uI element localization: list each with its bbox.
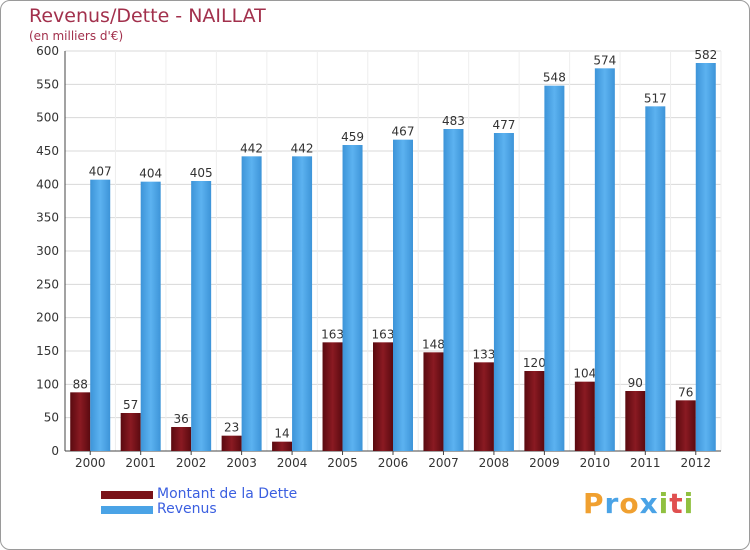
- logo-letter: r: [604, 487, 620, 520]
- data-label-dette: 76: [678, 385, 693, 399]
- data-label-dette: 120: [523, 356, 546, 370]
- bar-revenus: [342, 145, 363, 451]
- logo-letter: o: [619, 487, 640, 520]
- data-label-dette: 104: [573, 367, 596, 381]
- x-tick-label: 2000: [75, 456, 106, 470]
- legend-label-revenus: Revenus: [157, 501, 217, 517]
- bar-revenus: [191, 181, 212, 451]
- bar-dette: [221, 435, 242, 451]
- data-label-dette: 14: [274, 427, 289, 441]
- x-tick-label: 2003: [226, 456, 257, 470]
- legend-swatch-dette: [101, 491, 153, 499]
- y-tick-label: 50: [44, 411, 59, 425]
- data-label-revenus: 477: [492, 118, 515, 132]
- bar-dette: [524, 371, 545, 451]
- bar-revenus: [90, 179, 111, 451]
- legend-swatch-revenus: [101, 506, 153, 514]
- logo-letter: i: [683, 487, 695, 520]
- data-label-dette: 163: [321, 327, 344, 341]
- y-tick-label: 400: [36, 177, 59, 191]
- data-label-dette: 88: [73, 377, 88, 391]
- y-tick-label: 200: [36, 311, 59, 325]
- data-label-dette: 23: [224, 421, 239, 435]
- data-label-revenus: 459: [341, 130, 364, 144]
- x-tick-label: 2007: [428, 456, 459, 470]
- y-tick-label: 600: [36, 44, 59, 58]
- x-tick-label: 2004: [277, 456, 308, 470]
- data-label-revenus: 483: [442, 114, 465, 128]
- bar-dette: [70, 392, 91, 451]
- y-tick-label: 250: [36, 277, 59, 291]
- bar-dette: [120, 413, 141, 451]
- data-label-revenus: 517: [644, 91, 667, 105]
- data-label-revenus: 467: [392, 125, 415, 139]
- bar-dette: [574, 381, 595, 451]
- x-tick-label: 2009: [529, 456, 560, 470]
- x-tick-label: 2011: [630, 456, 661, 470]
- logo-letter: i: [658, 487, 670, 520]
- chart-title: Revenus/Dette - NAILLAT: [29, 5, 266, 27]
- bar-revenus: [645, 106, 666, 451]
- x-tick-label: 2006: [378, 456, 409, 470]
- x-tick-label: 2012: [680, 456, 711, 470]
- bar-dette: [423, 352, 444, 451]
- bar-revenus: [493, 133, 514, 451]
- data-label-revenus: 442: [240, 141, 263, 155]
- data-label-dette: 148: [422, 337, 445, 351]
- data-label-revenus: 582: [694, 48, 717, 62]
- bar-revenus: [140, 181, 161, 451]
- chart-subtitle: (en milliers d'€): [29, 29, 124, 43]
- data-label-dette: 90: [628, 376, 643, 390]
- bar-dette: [473, 362, 494, 451]
- bar-dette: [675, 400, 696, 451]
- data-label-dette: 133: [472, 347, 495, 361]
- x-tick-label: 2001: [125, 456, 156, 470]
- bar-revenus: [695, 63, 716, 451]
- y-tick-label: 350: [36, 211, 59, 225]
- data-label-dette: 36: [174, 412, 189, 426]
- y-tick-label: 450: [36, 144, 59, 158]
- y-tick-label: 150: [36, 344, 59, 358]
- logo-letter: t: [669, 487, 684, 520]
- data-label-revenus: 404: [139, 167, 162, 181]
- bar-revenus: [393, 139, 413, 451]
- x-tick-label: 2010: [580, 456, 611, 470]
- logo-letter: x: [639, 487, 659, 520]
- proxiti-logo: Proxiti: [583, 487, 694, 520]
- data-label-revenus: 407: [89, 165, 112, 179]
- bar-dette: [625, 391, 646, 451]
- bar-revenus: [292, 156, 313, 452]
- bar-revenus: [544, 85, 565, 452]
- x-tick-label: 2002: [176, 456, 207, 470]
- logo-letter: P: [583, 487, 605, 520]
- y-tick-label: 550: [36, 77, 59, 91]
- bar-revenus: [241, 156, 262, 452]
- bar-dette: [171, 427, 192, 451]
- data-label-dette: 163: [372, 327, 395, 341]
- y-tick-label: 0: [51, 444, 59, 458]
- legend-label-dette: Montant de la Dette: [157, 486, 298, 502]
- bar-dette: [373, 342, 393, 451]
- y-tick-label: 500: [36, 111, 59, 125]
- bar-dette: [272, 441, 293, 451]
- data-label-revenus: 442: [291, 141, 314, 155]
- bar-revenus: [594, 68, 615, 451]
- x-tick-label: 2005: [327, 456, 358, 470]
- data-label-revenus: 405: [190, 166, 213, 180]
- bar-dette: [322, 342, 343, 451]
- data-label-revenus: 548: [543, 71, 566, 85]
- data-label-dette: 57: [123, 398, 138, 412]
- data-label-revenus: 574: [593, 53, 616, 67]
- y-tick-label: 100: [36, 377, 59, 391]
- y-tick-label: 300: [36, 244, 59, 258]
- x-tick-label: 2008: [479, 456, 510, 470]
- bar-revenus: [443, 129, 464, 451]
